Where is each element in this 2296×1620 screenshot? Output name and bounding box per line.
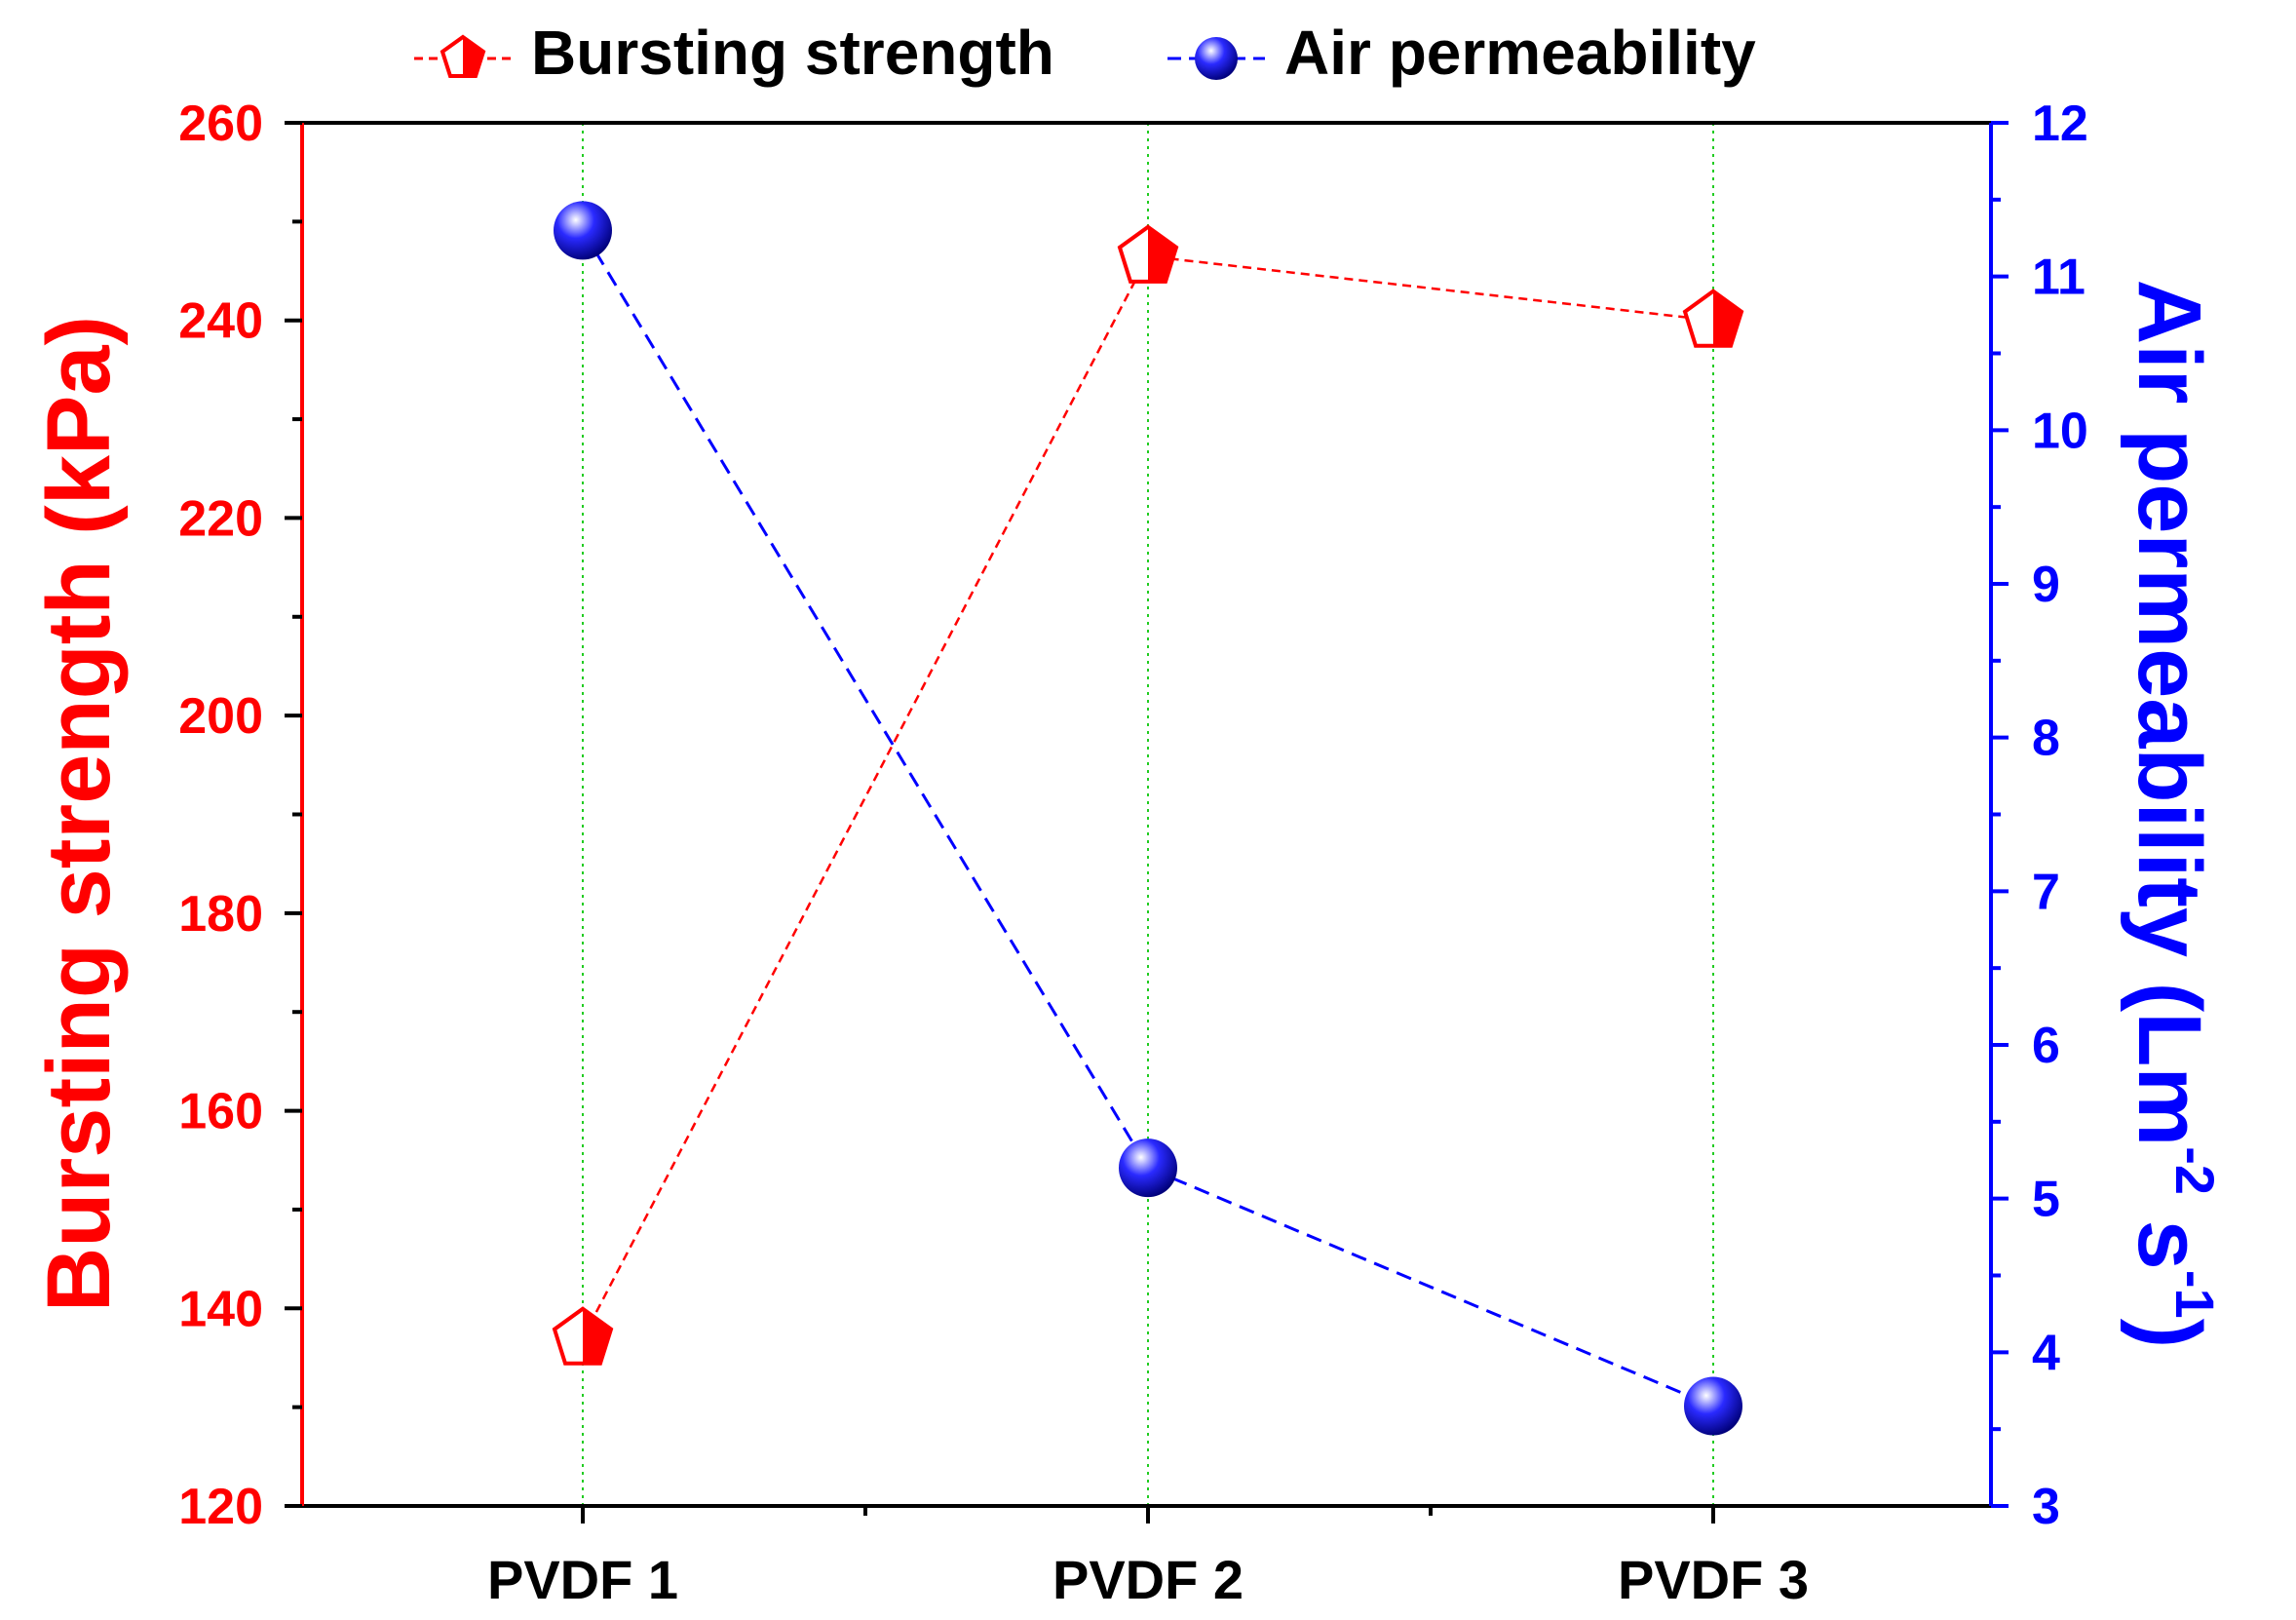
x-ticks: PVDF 1 PVDF 2 PVDF 3 [487,1506,1809,1610]
x-tick-label: PVDF 3 [1618,1549,1809,1610]
left-tick-label: 120 [178,1479,263,1535]
right-tick-label: 3 [2032,1479,2060,1535]
bursting-strength-point [1682,289,1744,348]
legend-label-bursting: Bursting strength [531,18,1054,88]
right-tick-label: 4 [2032,1325,2060,1381]
air-permeability-point [554,201,612,260]
gridlines [582,123,1714,1506]
left-axis-title: Bursting strength (kPa) [29,316,129,1312]
left-tick-label: 160 [178,1084,263,1140]
right-tick-label: 10 [2032,403,2088,459]
left-tick-label: 220 [178,490,263,547]
left-y-ticks: 120 140 160 180 200 220 240 260 [178,96,302,1535]
right-tick-label: 7 [2032,864,2060,920]
left-tick-label: 180 [178,886,263,943]
legend-label-air: Air permeability [1284,18,1756,88]
air-permeability-point [1684,1376,1742,1436]
right-y-ticks: 3 4 5 6 7 8 9 10 11 12 [1991,96,2088,1535]
legend: Bursting strength Air permeability [414,18,1756,88]
left-tick-label: 140 [178,1281,263,1337]
right-tick-label: 9 [2032,557,2060,613]
bursting-strength-point [552,1306,614,1366]
bursting-strength-point [1117,224,1179,284]
right-tick-label: 11 [2032,250,2086,306]
legend-item-bursting-strength: Bursting strength [414,18,1054,88]
x-tick-label: PVDF 2 [1052,1549,1244,1610]
bursting-strength-marker-fill [1148,226,1176,282]
series-markers [552,201,1744,1436]
right-axis-title: Air permeability (Lm-2 s-1) [2120,280,2226,1349]
right-tick-label: 5 [2032,1172,2060,1228]
bursting-strength-marker-fill [1713,290,1741,346]
x-tick-label: PVDF 1 [487,1549,678,1610]
legend-marker-air [1195,37,1238,80]
right-tick-label: 12 [2032,96,2088,152]
left-tick-label: 240 [178,293,263,350]
legend-item-air-permeability: Air permeability [1167,18,1756,88]
left-tick-label: 260 [178,96,263,152]
right-tick-label: 6 [2032,1018,2060,1074]
left-tick-label: 200 [178,688,263,745]
right-tick-label: 8 [2032,711,2060,767]
air-permeability-point [1119,1138,1177,1198]
bursting-strength-marker-fill [583,1308,611,1364]
